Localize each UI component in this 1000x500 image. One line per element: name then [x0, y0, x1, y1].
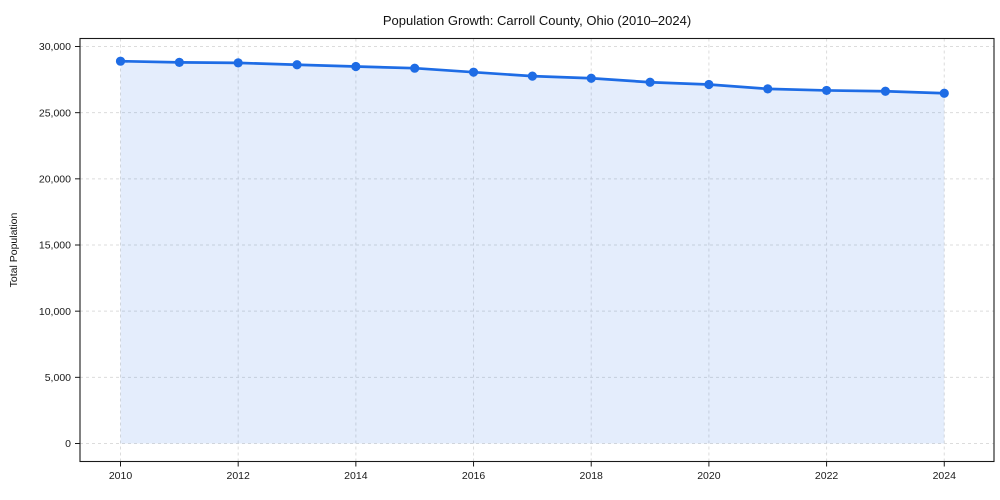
- label-layer: 0 5,000 10,000 15,000 20,000 25,000 30,000 2010…: [39, 41, 956, 482]
- data-point: [939, 88, 949, 98]
- data-point: [763, 84, 773, 94]
- y-tick-label: 0: [65, 438, 71, 450]
- axis-layer: [75, 37, 995, 467]
- x-tick-label: 2010: [109, 470, 133, 482]
- data-point: [115, 56, 126, 66]
- y-tick-label: 10,000: [39, 306, 71, 318]
- data-point: [527, 71, 537, 81]
- chart-title: Population Growth: Carroll County, Ohio …: [383, 13, 691, 28]
- data-point: [586, 73, 596, 83]
- data-point: [233, 58, 243, 68]
- data-point: [821, 85, 832, 96]
- x-tick-label: 2014: [344, 470, 368, 482]
- y-axis-label: Total Population: [8, 212, 20, 287]
- y-tick-label: 25,000: [39, 107, 71, 119]
- x-tick-label: 2012: [227, 470, 251, 482]
- data-point: [410, 63, 420, 73]
- data-point: [645, 77, 655, 87]
- y-tick-label: 15,000: [39, 240, 71, 252]
- data-point: [704, 79, 714, 90]
- y-tick-label: 30,000: [39, 41, 71, 53]
- series-layer: [115, 56, 949, 98]
- y-tick-label: 20,000: [39, 174, 71, 186]
- y-tick-label: 5,000: [45, 372, 71, 384]
- x-tick-label: 2024: [933, 470, 957, 482]
- data-point: [292, 60, 302, 70]
- x-tick-label: 2022: [815, 470, 839, 482]
- x-tick-label: 2016: [462, 470, 486, 482]
- data-point: [468, 67, 479, 77]
- x-tick-label: 2018: [580, 470, 604, 482]
- plot-border: [79, 37, 995, 463]
- area-layer: [120, 61, 945, 444]
- data-point: [351, 61, 361, 72]
- grid-layer: [80, 38, 994, 462]
- data-point: [880, 86, 891, 96]
- data-point: [174, 57, 184, 67]
- x-tick-label: 2020: [697, 470, 721, 482]
- area-fill: [120, 61, 945, 444]
